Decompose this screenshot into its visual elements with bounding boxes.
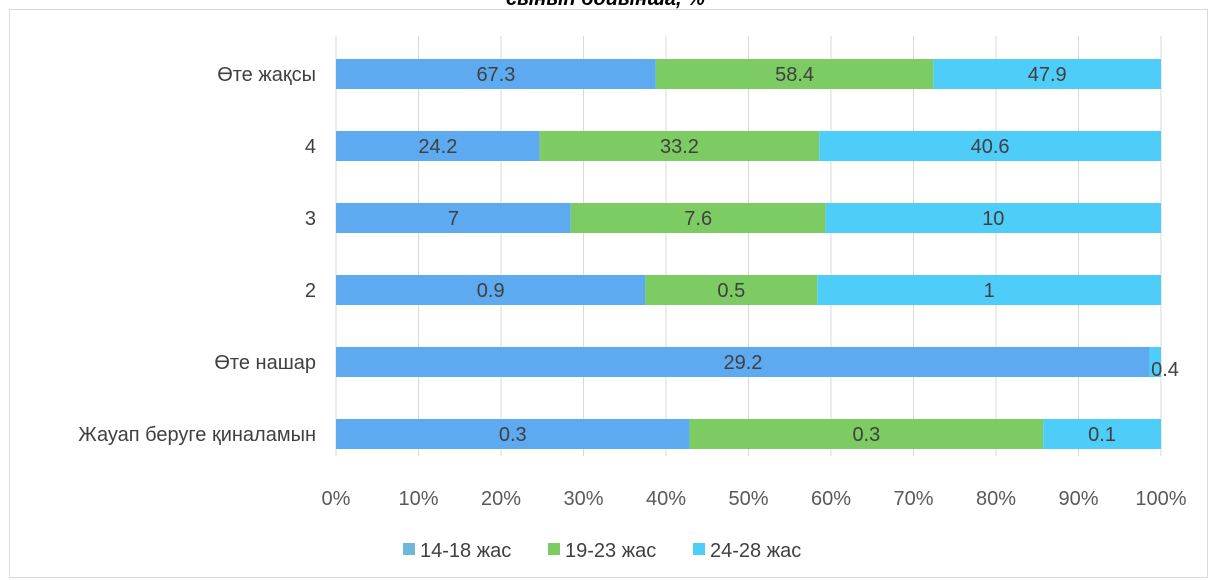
x-tick-label: 100% xyxy=(1135,488,1186,510)
legend-label: 14-18 жас xyxy=(420,540,511,562)
data-label: 0.5 xyxy=(717,280,745,302)
data-label: 0.3 xyxy=(852,424,880,446)
x-tick-label: 20% xyxy=(481,488,521,510)
legend-label: 19-23 жас xyxy=(565,540,656,562)
bar-segment xyxy=(336,203,571,233)
data-label: 0.4 xyxy=(1151,359,1179,381)
data-label: 7 xyxy=(448,208,459,230)
bar-segment xyxy=(336,59,656,89)
bar-segment xyxy=(933,59,1161,89)
data-label: 0.1 xyxy=(1088,424,1116,446)
data-label: 58.4 xyxy=(775,64,814,86)
category-label: 4 xyxy=(305,136,316,158)
data-label: 47.9 xyxy=(1028,64,1067,86)
x-tick-label: 40% xyxy=(646,488,686,510)
bar-segment xyxy=(817,275,1161,305)
x-tick-label: 90% xyxy=(1058,488,1098,510)
x-tick-label: 0% xyxy=(322,488,351,510)
bar-segment xyxy=(689,419,1044,449)
bar-segment xyxy=(1043,419,1161,449)
data-label: 33.2 xyxy=(660,136,699,158)
bar-segment xyxy=(1149,347,1161,377)
data-label: 67.3 xyxy=(476,64,515,86)
data-label: 0.3 xyxy=(499,424,527,446)
x-tick-label: 30% xyxy=(563,488,603,510)
data-label: 40.6 xyxy=(971,136,1010,158)
data-label: 10 xyxy=(982,208,1004,230)
data-label: 1 xyxy=(984,280,995,302)
data-label: 24.2 xyxy=(418,136,457,158)
x-tick-label: 60% xyxy=(811,488,851,510)
category-label: 3 xyxy=(305,208,316,230)
category-label: Өте нашар xyxy=(214,352,316,374)
legend-swatch xyxy=(403,543,415,555)
bar-segment xyxy=(645,275,818,305)
bar-segment xyxy=(539,131,820,161)
bar-segment xyxy=(336,275,646,305)
category-label: Өте жақсы xyxy=(217,64,316,86)
bar-segment xyxy=(819,131,1161,161)
data-label: 29.2 xyxy=(723,352,762,374)
legend-label: 24-28 жас xyxy=(710,540,801,562)
legend-swatch xyxy=(693,543,705,555)
bar-segment xyxy=(655,59,934,89)
bar-segment xyxy=(570,203,826,233)
x-tick-label: 50% xyxy=(728,488,768,510)
chart-title: сынып бойынша, % xyxy=(0,0,1211,11)
category-label: 2 xyxy=(305,280,316,302)
bar-segment xyxy=(825,203,1161,233)
bar-segment xyxy=(336,419,690,449)
category-label: Жауап беруге қиналамын xyxy=(78,424,316,446)
legend-swatch xyxy=(548,543,560,555)
data-label: 0.9 xyxy=(477,280,505,302)
x-tick-label: 10% xyxy=(398,488,438,510)
x-tick-label: 80% xyxy=(976,488,1016,510)
bar-segment xyxy=(336,347,1150,377)
x-tick-label: 70% xyxy=(893,488,933,510)
data-label: 7.6 xyxy=(684,208,712,230)
bar-segment xyxy=(336,131,540,161)
